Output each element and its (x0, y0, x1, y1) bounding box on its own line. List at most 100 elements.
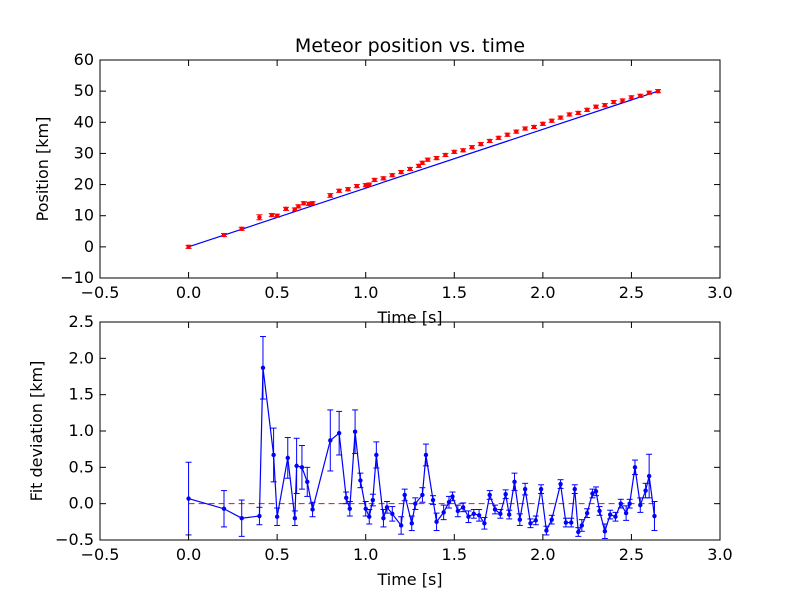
data-point (443, 152, 448, 158)
data-point (186, 244, 191, 250)
data-point (363, 506, 368, 511)
data-point (407, 166, 413, 172)
y-axis-label: Fit deviation [km] (27, 361, 46, 502)
data-point (528, 521, 533, 526)
data-point (310, 201, 315, 206)
y-tick-label: 0.5 (69, 457, 94, 476)
x-axis-label: Time [s] (376, 308, 442, 327)
deviation-chart: −0.5 0.0 0.5 1.0 1.5 2.0 2.5 3.0 −0.5 0.0 0.5 1.0 1.… (27, 312, 733, 589)
data-point (420, 160, 425, 165)
y-tick-label: 2.5 (69, 312, 94, 331)
data-point (514, 129, 519, 134)
data-point (533, 518, 538, 523)
data-point (646, 90, 652, 95)
data-point (367, 182, 372, 187)
data-point (450, 494, 455, 499)
y-tick-label: 60 (74, 50, 94, 69)
data-point (455, 508, 461, 514)
data-point (370, 497, 375, 503)
data-point (328, 438, 333, 443)
data-point (584, 510, 590, 516)
y-tick-label: 50 (74, 81, 94, 100)
data-point (274, 213, 280, 218)
data-point (478, 141, 484, 147)
data-point (632, 465, 638, 470)
data-point (487, 492, 492, 498)
deviation-chart-ticks: −0.5 0.0 0.5 1.0 1.5 2.0 2.5 3.0 −0.5 0.0 0.5 1.0 1.… (55, 312, 733, 564)
data-point (452, 149, 457, 155)
data-point (567, 112, 572, 117)
data-point (336, 188, 342, 193)
position-chart: Meteor position vs. time −0.5 0.0 0.5 1.0 1.… (33, 35, 733, 327)
x-tick-label: 3.0 (707, 283, 732, 302)
x-tick-label: 2.5 (619, 545, 644, 564)
y-tick-label: 1.0 (69, 421, 94, 440)
data-point (540, 121, 546, 127)
data-point (398, 169, 404, 175)
x-tick-label: 0.5 (264, 545, 289, 564)
plot-area (185, 88, 661, 250)
data-point (257, 513, 262, 519)
data-point (522, 486, 528, 492)
data-point (549, 118, 554, 123)
data-point (402, 492, 407, 498)
data-point (627, 501, 632, 506)
x-tick-label: −0.5 (81, 283, 120, 302)
data-point (593, 104, 599, 109)
data-point (292, 516, 298, 521)
data-point (260, 365, 266, 370)
data-point (221, 506, 227, 511)
data-point (638, 502, 643, 508)
data-point (492, 507, 498, 512)
data-point (531, 124, 537, 130)
data-point (274, 514, 280, 519)
x-tick-label: 1.5 (442, 545, 467, 564)
data-point (646, 473, 652, 479)
y-tick-label: 2.0 (69, 348, 94, 367)
data-point (538, 486, 544, 492)
data-point (471, 511, 476, 517)
data-point (498, 511, 503, 517)
data-point (294, 463, 299, 469)
data-point (607, 512, 613, 517)
data-point (285, 455, 290, 461)
data-point (434, 155, 439, 161)
x-tick-label: 1.5 (442, 283, 467, 302)
data-point (576, 110, 581, 116)
data-point (590, 491, 595, 496)
data-point (544, 528, 549, 533)
y-tick-label: −0.5 (55, 530, 94, 549)
x-tick-label: 0.5 (264, 283, 289, 302)
data-point (328, 193, 333, 198)
x-tick-label: 1.0 (353, 283, 378, 302)
data-point (310, 507, 315, 512)
data-point (413, 501, 418, 506)
data-point (305, 479, 310, 485)
data-point (358, 478, 363, 483)
y-tick-label: 20 (74, 175, 94, 194)
data-point (271, 452, 276, 458)
data-point (344, 495, 349, 501)
data-point (460, 505, 466, 510)
data-point (643, 488, 648, 493)
data-point (283, 206, 289, 212)
data-point (522, 126, 528, 131)
data-point (558, 481, 563, 487)
data-point (593, 489, 599, 494)
data-point (576, 529, 581, 535)
data-point (579, 523, 585, 528)
data-point (221, 232, 227, 238)
data-point (584, 107, 590, 113)
data-point (655, 88, 661, 94)
data-point (602, 102, 608, 108)
plot-area (185, 336, 658, 540)
data-point (423, 452, 429, 458)
data-point (460, 148, 466, 153)
data-point (352, 429, 358, 434)
data-point (482, 521, 487, 526)
data-point (347, 506, 352, 511)
data-point (425, 157, 430, 162)
data-point (390, 173, 395, 178)
data-point (441, 510, 446, 515)
